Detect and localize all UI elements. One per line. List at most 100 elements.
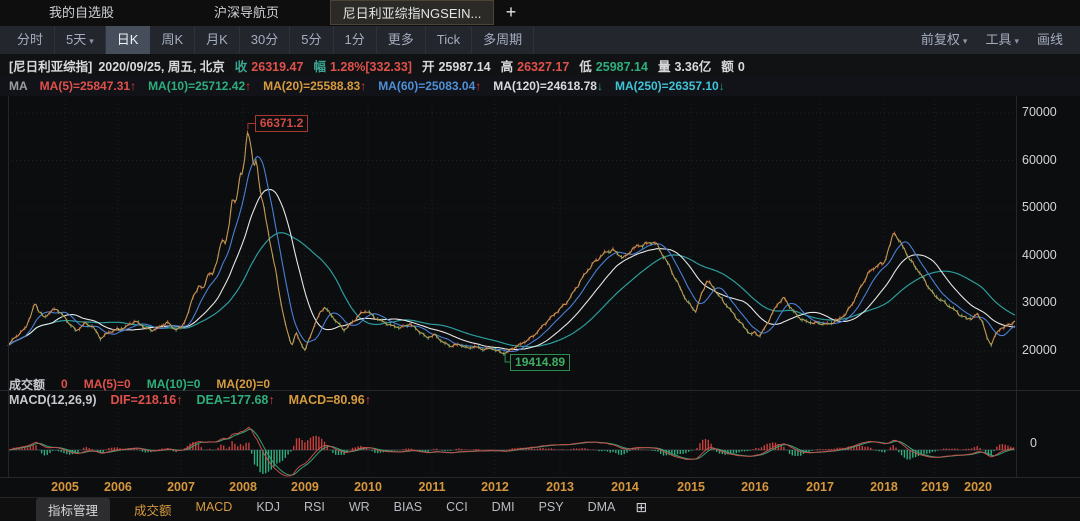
quote-open: 开 25987.14 bbox=[421, 59, 491, 74]
tab-nigeria-index[interactable]: 尼日利亚综指NGSEIN... bbox=[330, 0, 494, 25]
price-axis-tick: 50000 bbox=[1022, 200, 1057, 215]
period-1min-button[interactable]: 1分 bbox=[334, 26, 377, 54]
down-arrow-icon: ↓ bbox=[718, 79, 725, 93]
indicator-dma[interactable]: DMA bbox=[587, 500, 616, 514]
time-axis-tick: 2018 bbox=[870, 480, 898, 494]
period-weekly-button[interactable]: 周K bbox=[150, 26, 196, 54]
price-axis-tick: 40000 bbox=[1022, 247, 1057, 262]
down-arrow-icon: ↓ bbox=[596, 79, 603, 93]
macd-legend: MACD(12,26,9) DIF=218.16↑ DEA=177.68↑ MA… bbox=[9, 391, 371, 408]
period-5day-button[interactable]: 5天 ▾ bbox=[55, 26, 106, 54]
indicator-bar: 指标管理 成交额 MACD KDJ RSI WR BIAS CCI DMI PS… bbox=[0, 497, 1080, 521]
chevron-down-icon: ▾ bbox=[89, 36, 94, 46]
time-axis-tick: 2008 bbox=[229, 480, 257, 494]
period-minute-button[interactable]: 分时 bbox=[6, 26, 56, 54]
price-axis-tick: 70000 bbox=[1022, 105, 1057, 119]
up-arrow-icon: ↑ bbox=[360, 79, 367, 93]
macd-dif: DIF=218.16↑ bbox=[110, 392, 183, 407]
up-arrow-icon: ↑ bbox=[176, 392, 183, 407]
up-arrow-icon: ↑ bbox=[475, 79, 482, 93]
period-toolbar: 分时 5天 ▾ 日K 周K 月K 30分 5分 1分 更多 Tick 多周期 前复… bbox=[0, 26, 1080, 54]
quote-close: 收 26319.47 bbox=[234, 59, 304, 74]
quote-high: 高 26327.17 bbox=[500, 59, 570, 74]
quote-datetime: 2020/09/25, 周五, 北京 bbox=[98, 59, 225, 74]
up-arrow-icon: ↑ bbox=[364, 392, 371, 407]
up-arrow-icon: ↑ bbox=[268, 392, 275, 407]
time-axis-tick: 2017 bbox=[806, 480, 834, 494]
draw-line-button[interactable]: 画线 bbox=[1036, 32, 1063, 47]
period-5min-button[interactable]: 5分 bbox=[290, 26, 334, 54]
time-axis-tick: 2019 bbox=[921, 480, 949, 494]
chevron-down-icon: ▾ bbox=[1014, 36, 1019, 46]
ma120-value: MA(120)=24618.78↓ bbox=[493, 79, 603, 93]
symbol-name: [尼日利亚综指] bbox=[9, 59, 93, 74]
time-axis-tick: 2011 bbox=[418, 480, 446, 494]
time-axis-tick: 2020 bbox=[964, 480, 992, 494]
ma-legend: MA MA(5)=25847.31↑ MA(10)=25712.42↑ MA(2… bbox=[0, 76, 1080, 96]
time-axis-tick: 2007 bbox=[167, 480, 195, 494]
volume-title: 成交额 bbox=[9, 377, 46, 392]
indicator-volume[interactable]: 成交额 bbox=[134, 504, 172, 518]
time-axis-tick: 2005 bbox=[51, 480, 79, 494]
period-30min-button[interactable]: 30分 bbox=[240, 26, 291, 54]
top-tab-bar: 我的自选股 沪深导航页 尼日利亚综指NGSEIN... + bbox=[0, 0, 1080, 26]
more-periods-button[interactable]: 更多 bbox=[377, 26, 426, 54]
tab-hs-navigation[interactable]: 沪深导航页 bbox=[213, 5, 279, 20]
time-axis-tick: 2016 bbox=[741, 480, 769, 494]
tools-button[interactable]: 工具 ▾ bbox=[985, 32, 1019, 47]
indicator-wr[interactable]: WR bbox=[348, 500, 370, 514]
low-price-flag: 19414.89 bbox=[510, 354, 571, 371]
volume-legend: 成交额 0 MA(5)=0 MA(10)=0 MA(20)=0 bbox=[9, 377, 271, 392]
volume-ma5: MA(5)=0 bbox=[83, 377, 131, 391]
price-axis-tick: 30000 bbox=[1022, 295, 1057, 310]
indicator-bias[interactable]: BIAS bbox=[393, 500, 423, 514]
ma10-value: MA(10)=25712.42↑ bbox=[148, 79, 252, 93]
time-axis-tick: 2006 bbox=[104, 480, 132, 494]
multi-period-button[interactable]: 多周期 bbox=[472, 26, 535, 54]
time-axis-tick: 2014 bbox=[611, 480, 639, 494]
chevron-down-icon: ▾ bbox=[962, 36, 968, 46]
price-axis-tick: 60000 bbox=[1022, 152, 1057, 167]
tab-my-watchlist[interactable]: 我的自选股 bbox=[48, 5, 114, 20]
indicator-macd[interactable]: MACD bbox=[195, 500, 233, 514]
indicator-manage-button[interactable]: 指标管理 bbox=[36, 498, 111, 521]
add-tab-button[interactable]: + bbox=[505, 2, 517, 22]
time-axis: 2005 2006 2007 2008 2009 2010 2011 2012 2013 2014… bbox=[0, 480, 1080, 497]
ma5-value: MA(5)=25847.31↑ bbox=[39, 79, 137, 93]
indicator-psy[interactable]: PSY bbox=[538, 500, 564, 514]
time-axis-tick: 2012 bbox=[481, 480, 509, 494]
period-monthly-button[interactable]: 月K bbox=[195, 26, 240, 54]
quote-low: 低 25987.14 bbox=[579, 59, 648, 74]
ma60-value: MA(60)=25083.04↑ bbox=[378, 79, 482, 93]
ma-prefix: MA bbox=[9, 79, 28, 93]
macd-title: MACD(12,26,9) bbox=[9, 392, 97, 407]
quote-volume: 量 3.36亿 bbox=[657, 59, 712, 74]
time-axis-tick: 2010 bbox=[354, 480, 382, 494]
tick-button[interactable]: Tick bbox=[426, 26, 473, 54]
add-indicator-icon[interactable]: ⊞ bbox=[635, 499, 648, 515]
macd-zero-label: 0 bbox=[1030, 436, 1037, 450]
up-arrow-icon: ↑ bbox=[130, 79, 137, 93]
toolbar-right-group: 前复权 ▾ 工具 ▾ 画线 bbox=[912, 26, 1072, 54]
time-axis-tick: 2015 bbox=[677, 480, 705, 494]
indicator-rsi[interactable]: RSI bbox=[303, 500, 325, 514]
high-price-flag: 66371.2 bbox=[254, 115, 309, 132]
quote-change: 幅 1.28%[332.33] bbox=[313, 59, 412, 74]
ma20-value: MA(20)=25588.83↑ bbox=[263, 79, 367, 93]
macd-dea: DEA=177.68↑ bbox=[196, 392, 275, 407]
price-axis-tick: 20000 bbox=[1022, 343, 1057, 357]
period-daily-button[interactable]: 日K bbox=[105, 26, 151, 54]
volume-value: 0 bbox=[61, 377, 68, 391]
indicator-dmi[interactable]: DMI bbox=[491, 500, 515, 514]
time-axis-tick: 2009 bbox=[291, 480, 319, 494]
up-arrow-icon: ↑ bbox=[245, 79, 252, 93]
adjust-mode-button[interactable]: 前复权 ▾ bbox=[920, 32, 968, 47]
time-axis-tick: 2013 bbox=[546, 480, 574, 494]
indicator-cci[interactable]: CCI bbox=[446, 500, 468, 514]
volume-ma20: MA(20)=0 bbox=[216, 377, 271, 391]
indicator-kdj[interactable]: KDJ bbox=[256, 500, 280, 514]
